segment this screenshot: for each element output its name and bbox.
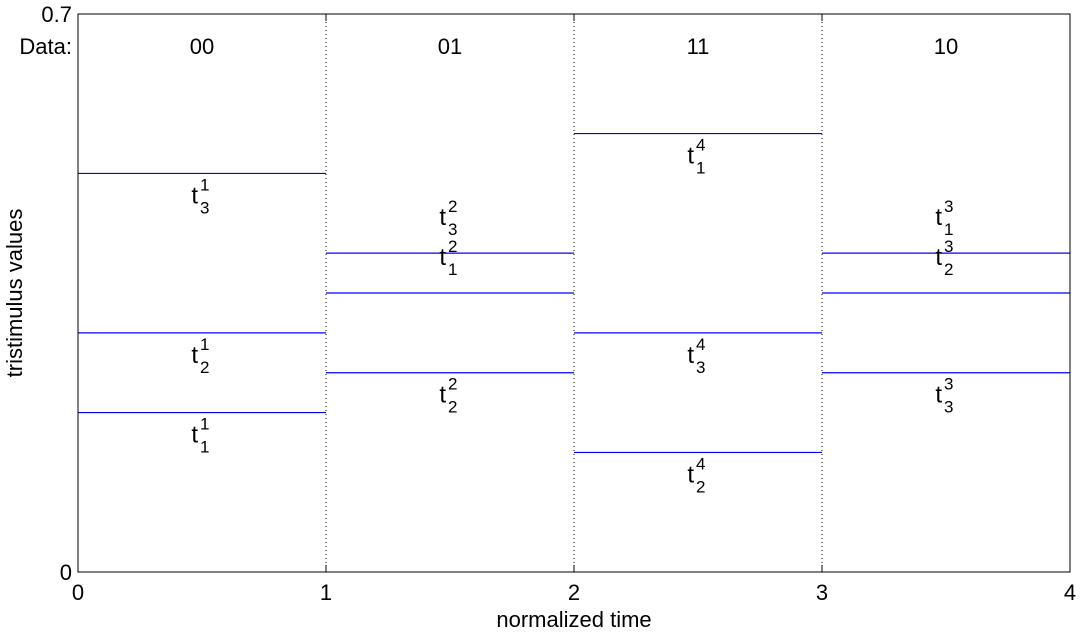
level-label-sub: 1 (200, 438, 209, 457)
level-label-sub: 3 (696, 358, 705, 377)
level-label-sup: 4 (696, 335, 705, 354)
level-label: t 3 2 (935, 237, 953, 279)
level-label-sub: 3 (944, 398, 953, 417)
level-label-sup: 1 (200, 335, 209, 354)
level-label: t 4 1 (687, 136, 705, 178)
segment-data-label: 11 (687, 34, 710, 59)
y-tick-label: 0 (60, 560, 72, 585)
level-label: t 2 1 (439, 237, 457, 279)
segment-data-label: 00 (190, 34, 214, 59)
y-tick-label: 0.7 (41, 2, 72, 27)
level-label-sup: 1 (200, 175, 209, 194)
level-label-base: t (191, 422, 198, 449)
level-label-sup: 1 (200, 415, 209, 434)
level-label-sup: 2 (448, 237, 457, 256)
x-axis-title: normalized time (496, 607, 651, 632)
x-tick-label: 4 (1064, 580, 1076, 605)
level-label: t 1 1 (191, 415, 209, 457)
level-label-sub: 3 (448, 220, 457, 239)
level-label-sup: 3 (944, 237, 953, 256)
level-label-sub: 1 (944, 220, 953, 239)
segment-dividers (325, 14, 823, 572)
level-label-sub: 3 (200, 198, 209, 217)
level-label-sup: 2 (448, 375, 457, 394)
level-label-base: t (935, 382, 942, 409)
level-label-sup: 2 (448, 197, 457, 216)
level-label-base: t (191, 182, 198, 209)
level-label-sub: 2 (696, 477, 705, 496)
level-label-base: t (935, 244, 942, 271)
level-label-base: t (439, 382, 446, 409)
level-label-base: t (687, 342, 694, 369)
level-label-sub: 1 (696, 159, 705, 178)
level-labels: t 13t 12t 11t 23t 21t 22t 41t 43t 42t 31t 32t 33 (191, 136, 953, 497)
level-label-base: t (439, 244, 446, 271)
level-label: t 3 1 (935, 197, 953, 239)
level-label: t 1 2 (191, 335, 209, 377)
level-label-base: t (687, 461, 694, 488)
x-tick-label: 1 (320, 580, 332, 605)
level-label: t 4 2 (687, 454, 705, 496)
level-label: t 1 3 (191, 175, 209, 217)
x-tick-label: 3 (816, 580, 828, 605)
level-lines (78, 132, 1070, 454)
level-label-sup: 3 (944, 197, 953, 216)
level-label-sup: 4 (696, 136, 705, 155)
level-label-base: t (687, 143, 694, 170)
level-label: t 2 3 (439, 197, 457, 239)
level-label-sub: 2 (448, 398, 457, 417)
level-label-sup: 4 (696, 454, 705, 473)
segment-data-label: 10 (934, 34, 958, 59)
data-labels: 00 01 11 10 (190, 34, 958, 59)
level-label-base: t (935, 204, 942, 231)
level-label-sub: 2 (944, 260, 953, 279)
level-label-sub: 1 (448, 260, 457, 279)
level-label: t 4 3 (687, 335, 705, 377)
x-tick-label: 0 (72, 580, 84, 605)
level-label-sup: 3 (944, 375, 953, 394)
level-label: t 2 2 (439, 375, 457, 417)
level-label-base: t (191, 342, 198, 369)
y-axis-title: tristimulus values (2, 209, 27, 378)
data-row-label: Data: (19, 34, 72, 59)
level-label: t 3 3 (935, 375, 953, 417)
level-label-base: t (439, 204, 446, 231)
level-label-sub: 2 (200, 358, 209, 377)
segment-data-label: 01 (438, 34, 462, 59)
y-axis-ticks: 00.7 (41, 2, 1070, 585)
x-tick-label: 2 (568, 580, 580, 605)
